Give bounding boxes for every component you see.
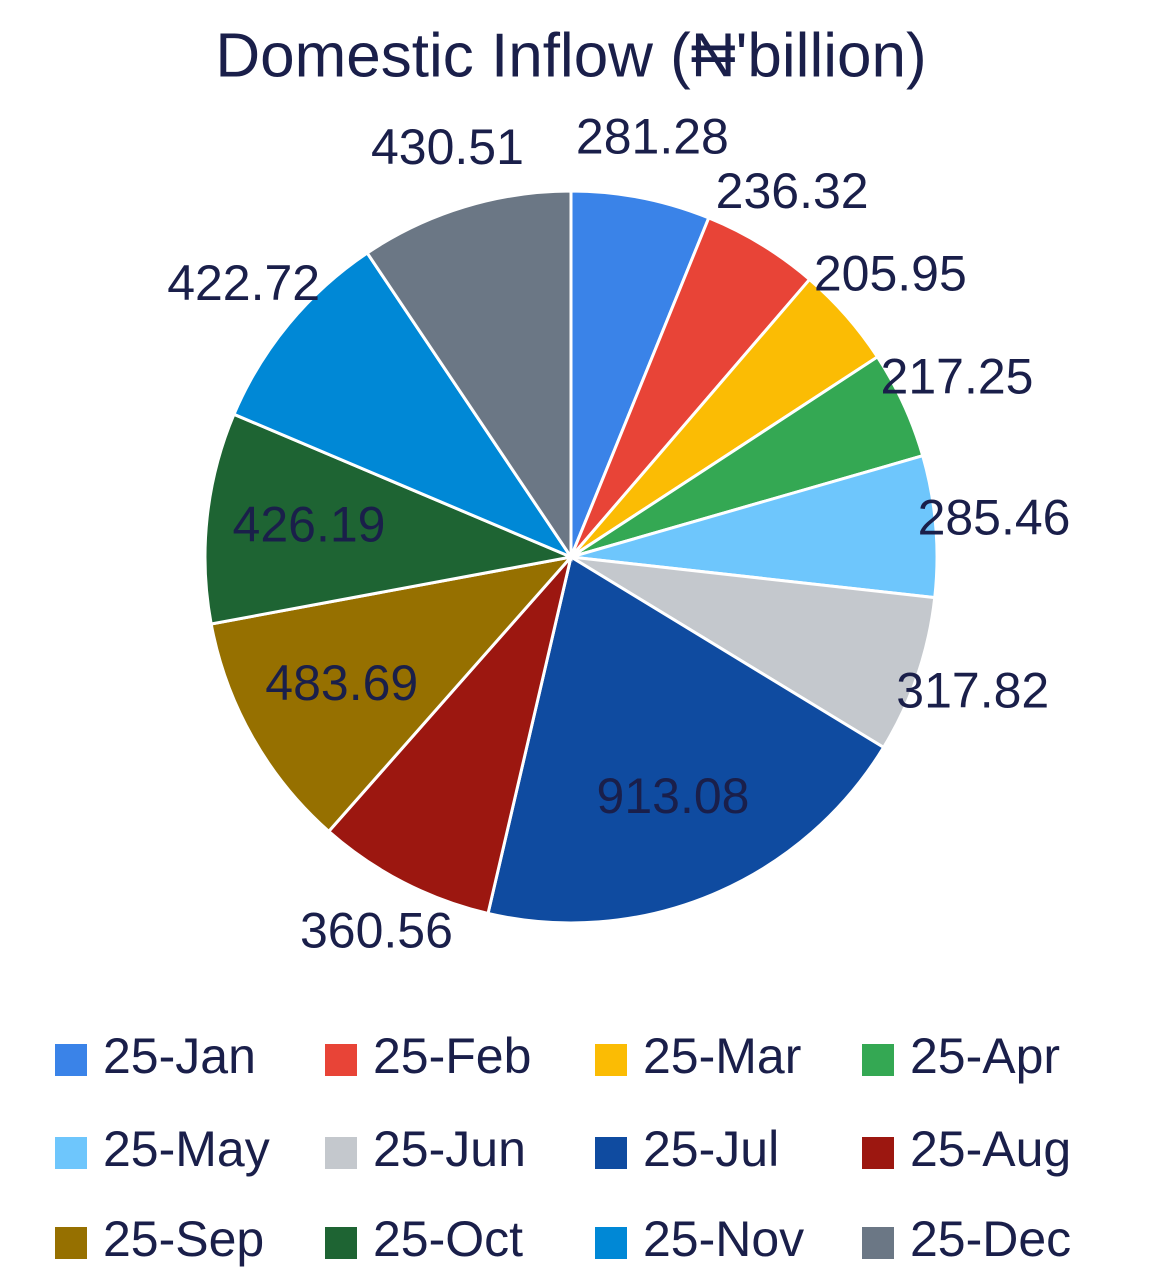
legend-label: 25-Aug bbox=[910, 1121, 1071, 1177]
pie-slice bbox=[570, 555, 937, 750]
legend-swatch bbox=[55, 1137, 87, 1169]
pie-slice bbox=[486, 554, 886, 925]
legend-swatch bbox=[325, 1044, 357, 1076]
data-label: 426.19 bbox=[233, 497, 386, 553]
data-label: 422.72 bbox=[167, 255, 320, 311]
legend-label: 25-May bbox=[103, 1121, 270, 1177]
legend-label: 25-Nov bbox=[643, 1211, 804, 1267]
data-label: 285.46 bbox=[918, 489, 1071, 545]
legend-swatch bbox=[325, 1227, 357, 1259]
pie-slice bbox=[570, 453, 939, 600]
data-label: 236.32 bbox=[716, 163, 869, 219]
chart-title: Domestic Inflow (₦'billion) bbox=[215, 21, 926, 90]
legend-swatch bbox=[862, 1137, 894, 1169]
legend-swatch bbox=[595, 1044, 627, 1076]
data-label: 913.08 bbox=[597, 768, 750, 824]
legend-label: 25-Oct bbox=[373, 1211, 523, 1267]
legend-swatch bbox=[595, 1137, 627, 1169]
data-label: 217.25 bbox=[881, 348, 1034, 404]
legend-label: 25-Dec bbox=[910, 1211, 1071, 1267]
legend-label: 25-Jan bbox=[103, 1028, 256, 1084]
legend-label: 25-Jul bbox=[643, 1121, 779, 1177]
legend-label: 25-Jun bbox=[373, 1121, 526, 1177]
legend-swatch bbox=[862, 1227, 894, 1259]
legend-swatch bbox=[55, 1044, 87, 1076]
legend-swatch bbox=[595, 1227, 627, 1259]
pie-slice bbox=[231, 250, 576, 561]
data-label: 483.69 bbox=[265, 655, 418, 711]
legend-swatch bbox=[862, 1044, 894, 1076]
data-label: 205.95 bbox=[814, 245, 967, 301]
legend-swatch bbox=[55, 1227, 87, 1259]
data-label: 360.56 bbox=[300, 903, 453, 959]
legend-label: 25-Feb bbox=[373, 1028, 531, 1084]
pie-slice bbox=[365, 189, 573, 562]
legend-swatch bbox=[325, 1137, 357, 1169]
data-label: 317.82 bbox=[896, 662, 1049, 718]
data-label: 281.28 bbox=[576, 109, 729, 165]
data-label: 430.51 bbox=[371, 119, 524, 175]
pie-slice bbox=[209, 554, 576, 834]
pie-slice bbox=[569, 189, 711, 558]
legend-label: 25-Apr bbox=[910, 1028, 1060, 1084]
legend-label: 25-Sep bbox=[103, 1211, 264, 1267]
pie-slice bbox=[203, 412, 577, 626]
legend-label: 25-Mar bbox=[643, 1028, 801, 1084]
pie-slice bbox=[326, 556, 573, 916]
